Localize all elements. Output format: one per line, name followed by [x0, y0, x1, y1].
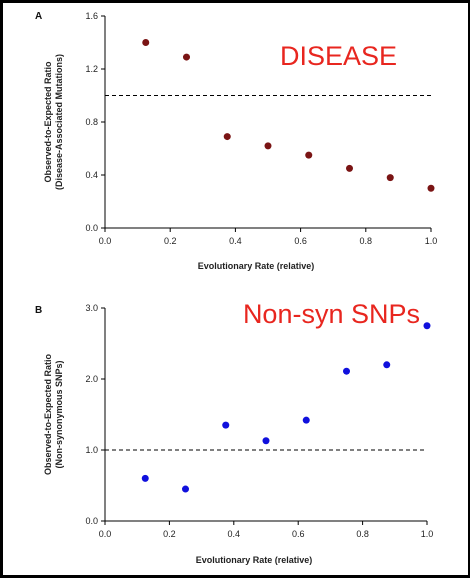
data-point: [141, 474, 149, 482]
x-tick-label: 1.0: [425, 236, 438, 246]
x-tick-label: 0.6: [292, 529, 305, 539]
series-annotation: DISEASE: [280, 41, 397, 71]
data-point: [302, 416, 310, 424]
y-tick-label: 1.6: [85, 11, 98, 21]
data-point: [427, 184, 435, 192]
y-axis-label: Observed-to-Expected Ratio: [43, 61, 53, 183]
data-point: [383, 361, 391, 369]
x-axis-label: Evolutionary Rate (relative): [198, 261, 315, 271]
x-tick-label: 1.0: [421, 529, 434, 539]
y-tick-label: 1.2: [85, 64, 98, 74]
data-point: [346, 164, 353, 172]
x-tick-label: 0.0: [99, 236, 112, 246]
data-point: [182, 485, 189, 493]
panel-letter: A: [35, 11, 42, 22]
y-tick-label: 2.0: [85, 374, 98, 384]
x-tick-label: 0.6: [294, 236, 307, 246]
data-point: [223, 133, 231, 141]
x-tick-label: 0.2: [164, 236, 177, 246]
data-point: [343, 367, 350, 375]
data-point: [262, 437, 270, 445]
data-point: [264, 142, 272, 150]
figure-frame: A 0.0 0.4 0.8 1.2 1.6 0.0 0.2 0.4 0.6 0.8 1.0 DISEAS…: [3, 3, 468, 575]
y-tick-label: 3.0: [85, 303, 98, 313]
x-axis-label: Evolutionary Rate (relative): [196, 555, 313, 565]
panel-a: A 0.0 0.4 0.8 1.2 1.6 0.0 0.2 0.4 0.6 0.8 1.0 DISEAS…: [35, 11, 437, 271]
data-point: [183, 53, 190, 61]
data-point: [305, 151, 313, 159]
y-tick-label: 0.8: [85, 117, 98, 127]
panel-b: B 0.0 1.0 2.0 3.0 0.0 0.2 0.4 0.6 0.8 1.0 Non-syn S…: [35, 299, 433, 565]
x-tick-label: 0.8: [360, 236, 373, 246]
y-axis-label: (Non-synonymous SNPs): [54, 360, 64, 468]
x-tick-label: 0.4: [229, 236, 242, 246]
y-axis-label: Observed-to-Expected Ratio: [43, 353, 53, 475]
y-tick-label: 0.0: [85, 223, 98, 233]
data-point: [222, 421, 230, 429]
data-point: [386, 174, 394, 182]
series-annotation: Non-syn SNPs: [243, 299, 420, 329]
x-tick-label: 0.0: [99, 529, 112, 539]
x-tick-label: 0.2: [163, 529, 176, 539]
x-tick-label: 0.8: [356, 529, 369, 539]
y-axis-label: (Disease-Associated Mutations): [54, 54, 64, 190]
data-point: [142, 39, 150, 46]
y-tick-label: 1.0: [85, 445, 98, 455]
x-tick-label: 0.4: [228, 529, 241, 539]
y-tick-label: 0.4: [85, 170, 98, 180]
figure-canvas: A 0.0 0.4 0.8 1.2 1.6 0.0 0.2 0.4 0.6 0.8 1.0 DISEAS…: [35, 11, 437, 565]
data-point: [423, 322, 431, 330]
panel-letter: B: [35, 305, 42, 316]
y-tick-label: 0.0: [85, 516, 98, 526]
